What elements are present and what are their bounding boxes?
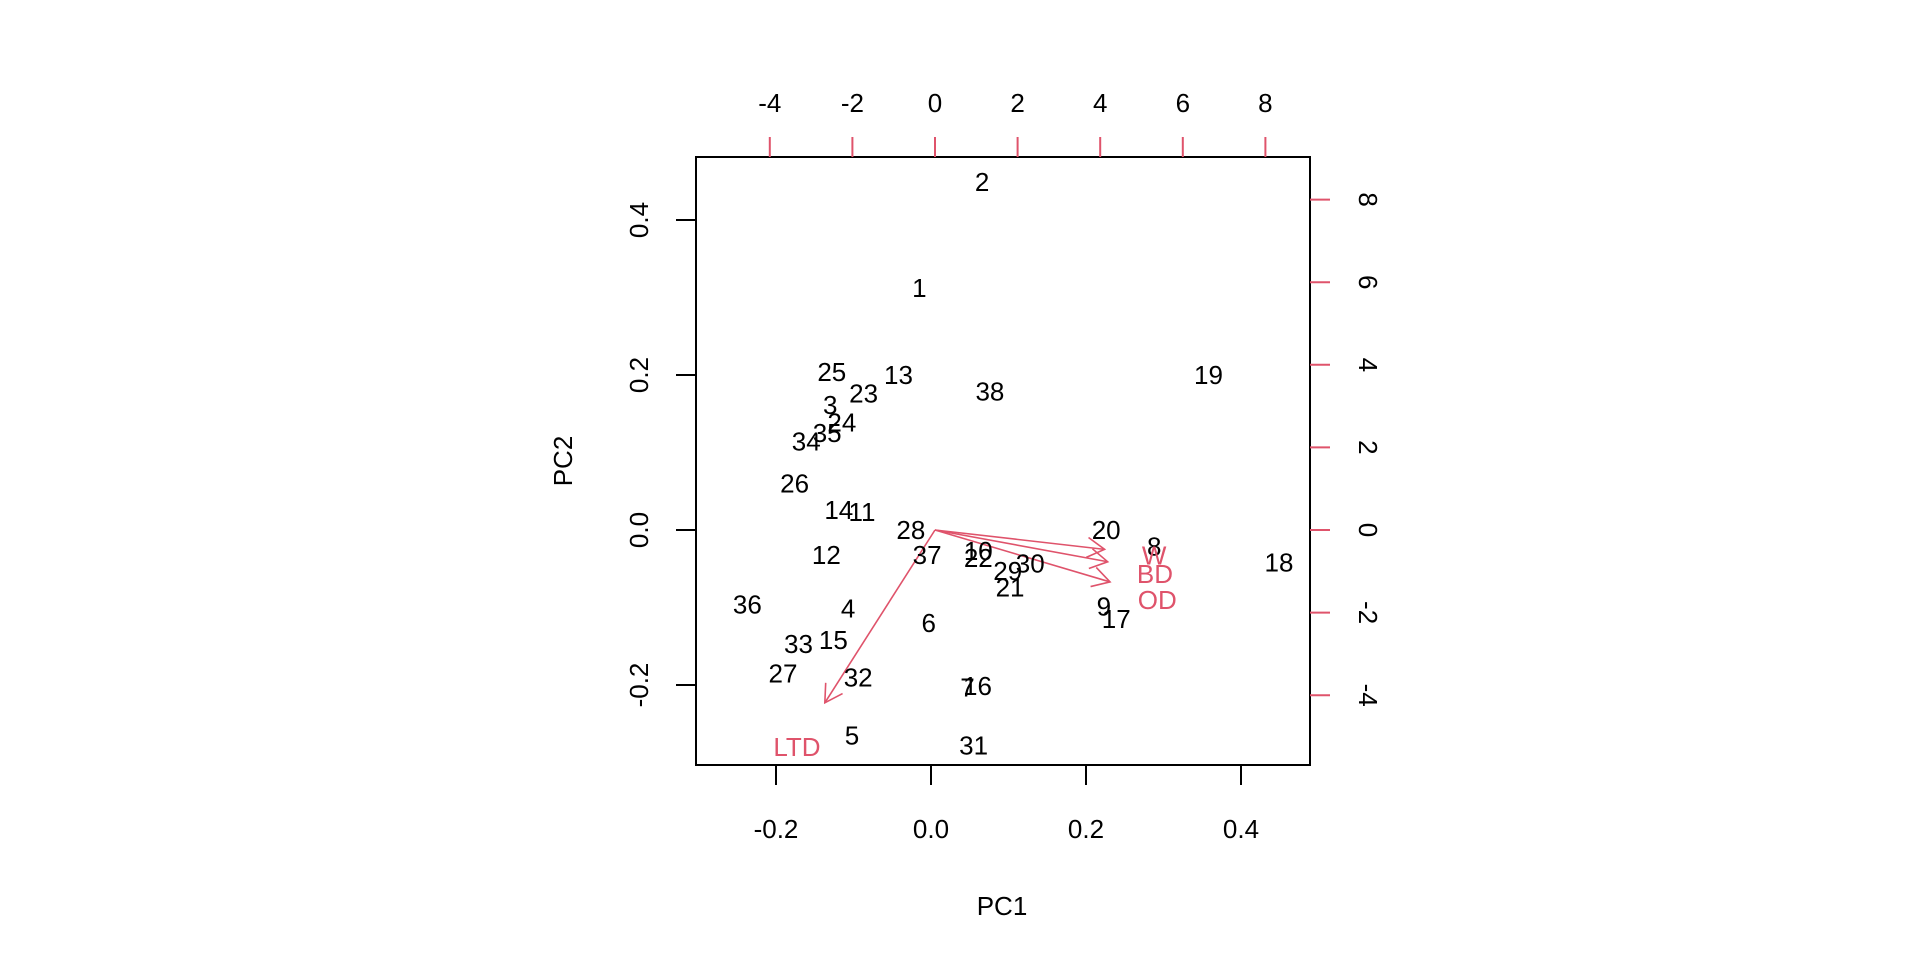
left-axis: -0.2 0.0 0.2 0.4	[624, 202, 696, 707]
observation-label: 18	[1265, 548, 1294, 578]
observation-label: 6	[921, 608, 935, 638]
x-tick-label: 0.0	[913, 814, 949, 844]
variable-label-od: OD	[1138, 585, 1177, 615]
observation-label: 36	[733, 589, 762, 619]
arrowhead-icon	[823, 682, 843, 705]
right-tick-label: 6	[1353, 275, 1383, 289]
observation-label: 32	[844, 662, 873, 692]
observation-label: 29	[993, 556, 1022, 586]
observation-label: 4	[841, 593, 855, 623]
observation-label: 37	[913, 540, 942, 570]
variable-arrow-w	[934, 529, 1105, 551]
right-axis: -4 -2 0 2 4 6 8	[1310, 192, 1383, 707]
x-tick-label: -0.2	[754, 814, 799, 844]
top-axis: -4 -2 0 2 4 6 8	[758, 88, 1273, 157]
observation-label: 10	[964, 536, 993, 566]
top-tick-label: -4	[758, 88, 781, 118]
observation-label: 13	[884, 360, 913, 390]
variable-arrow-od	[934, 529, 1111, 583]
observation-label: 7	[960, 672, 974, 702]
observation-label: 5	[845, 720, 859, 750]
observation-labels: 1234567891011121314151617181920212223242…	[733, 167, 1294, 760]
observation-label: 38	[975, 376, 1004, 406]
observation-label: 22	[964, 543, 993, 573]
x-tick-label: 0.4	[1223, 814, 1259, 844]
variable-label-w: W	[1142, 541, 1167, 571]
observation-label: 24	[827, 407, 856, 437]
observation-label: 12	[812, 540, 841, 570]
right-tick-label: 2	[1353, 440, 1383, 454]
top-tick-label: 8	[1258, 88, 1272, 118]
observation-label: 27	[769, 658, 798, 688]
bottom-axis: -0.2 0.0 0.2 0.4	[754, 765, 1259, 844]
observation-label: 19	[1194, 360, 1223, 390]
right-tick-label: 4	[1353, 358, 1383, 372]
variable-label-ltd: LTD	[773, 732, 820, 762]
x-tick-label: 0.2	[1068, 814, 1104, 844]
observation-label: 31	[959, 730, 988, 760]
top-tick-label: 0	[928, 88, 942, 118]
plot-frame	[695, 156, 1311, 766]
y-tick-label: 0.0	[624, 512, 654, 548]
observation-label: 35	[813, 418, 842, 448]
observation-label: 21	[996, 572, 1025, 602]
observation-label: 26	[780, 469, 809, 499]
y-tick-label: -0.2	[624, 663, 654, 708]
right-tick-label: 0	[1353, 523, 1383, 537]
top-tick-label: 2	[1010, 88, 1024, 118]
observation-label: 3	[823, 390, 837, 420]
observation-label: 17	[1102, 604, 1131, 634]
top-tick-label: -2	[841, 88, 864, 118]
arrowhead-icon	[1085, 536, 1107, 559]
observation-label: 11	[849, 497, 876, 527]
y-tick-label: 0.2	[624, 357, 654, 393]
right-tick-label: -4	[1353, 684, 1383, 707]
variable-label-bd: BD	[1137, 559, 1173, 589]
observation-label: 28	[896, 515, 925, 545]
y-tick-label: 0.4	[624, 202, 654, 238]
x-axis-title: PC1	[977, 891, 1028, 921]
y-axis-title: PC2	[548, 436, 578, 487]
observation-label: 8	[1147, 531, 1161, 561]
observation-label: 25	[817, 357, 846, 387]
observation-label: 9	[1097, 592, 1111, 622]
observation-label: 34	[792, 427, 821, 457]
observation-label: 23	[849, 379, 878, 409]
arrowhead-icon	[1088, 548, 1110, 570]
top-tick-label: 4	[1093, 88, 1107, 118]
observation-label: 14	[824, 495, 853, 525]
right-tick-label: -2	[1353, 601, 1383, 624]
observation-label: 1	[912, 273, 926, 303]
top-tick-label: 6	[1176, 88, 1190, 118]
variable-arrow-ltd	[824, 529, 936, 704]
observation-label: 33	[784, 629, 813, 659]
observation-label: 2	[975, 167, 989, 197]
observation-label: 20	[1092, 515, 1121, 545]
observation-label: 16	[963, 671, 992, 701]
variable-arrows	[823, 529, 1112, 705]
arrowhead-icon	[1090, 566, 1112, 588]
variable-arrow-bd	[934, 529, 1108, 563]
right-tick-label: 8	[1353, 192, 1383, 206]
observation-label: 30	[1016, 548, 1045, 578]
observation-label: 15	[819, 625, 848, 655]
